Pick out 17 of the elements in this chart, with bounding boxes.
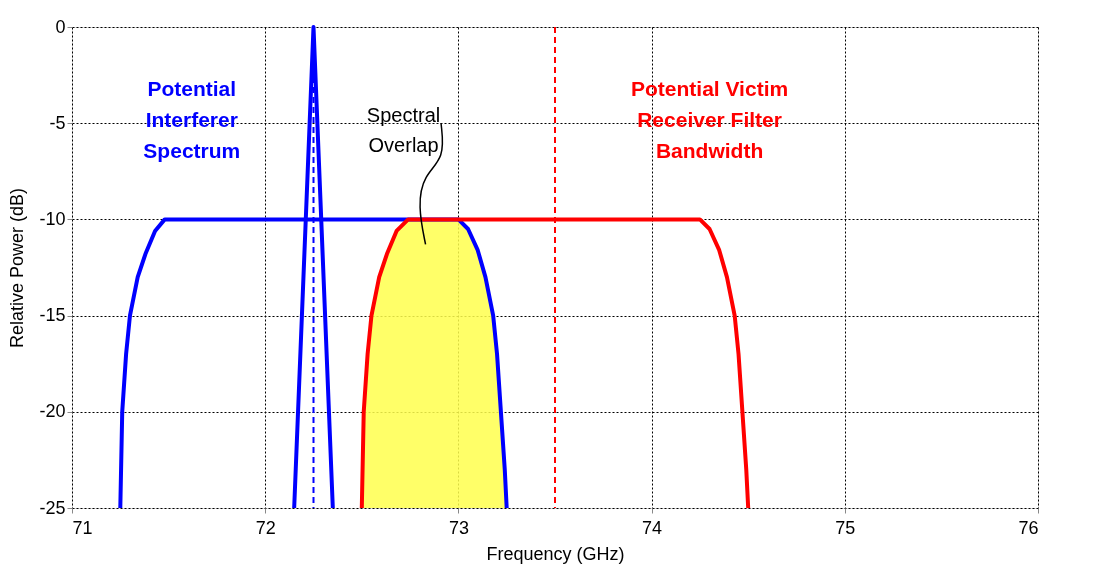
x-tick-label: 75 [835,517,856,538]
y-tick-label: -15 [39,305,66,326]
y-tick-label: -25 [39,497,66,518]
annotation: Spectral Overlap [366,104,441,157]
y-tick-label: -20 [39,401,66,422]
text: Potential Victim Receiver Filter Bandwidth [630,77,789,162]
x-tick-label: 71 [72,517,93,538]
text: Potential Interferer Spectrum [143,77,241,162]
x-tick-label: 72 [255,517,276,538]
y-tick-label: -5 [49,112,66,133]
y-axis-title: Relative Power (dB) [7,187,28,349]
y-tick-label: -10 [39,208,66,229]
y-tick-label: 0 [55,16,66,37]
x-tick-label: 76 [1018,517,1039,538]
x-tick-label: 74 [642,517,663,538]
x-axis-title: Frequency (GHz) [486,543,625,564]
x-tick-label: 73 [448,517,469,538]
